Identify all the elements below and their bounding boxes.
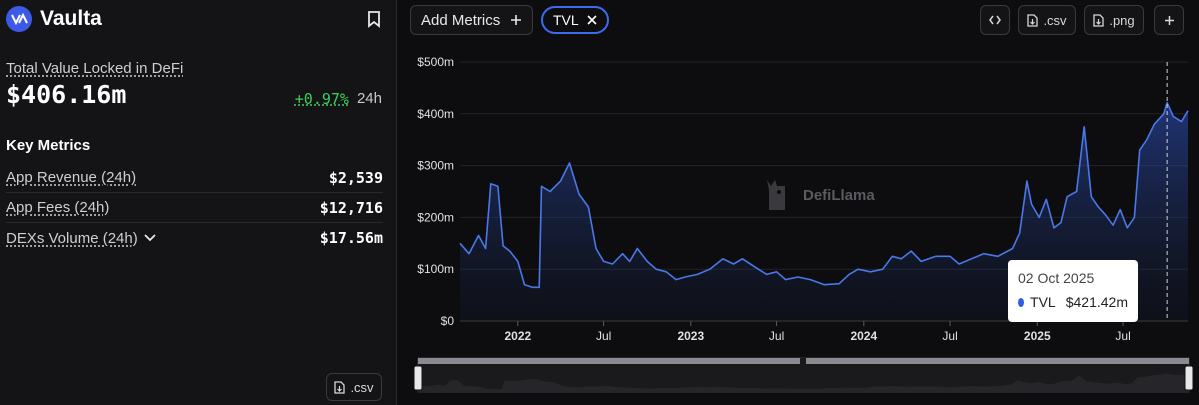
metric-label: App Revenue (24h)	[6, 169, 137, 186]
llama-logo-icon	[767, 180, 785, 210]
tvl-value: $406.16m	[6, 80, 127, 109]
bookmark-icon[interactable]	[366, 10, 382, 28]
tooltip-value: $421.42m	[1065, 294, 1128, 310]
range-grip-icon	[800, 358, 806, 364]
add-chart-button[interactable]	[1154, 5, 1184, 35]
watermark-text: DefiLlama	[803, 186, 875, 204]
file-download-icon	[1027, 13, 1039, 27]
close-icon[interactable]	[587, 15, 597, 25]
brand-name: Vaulta	[40, 7, 102, 30]
chart-tooltip: 02 Oct 2025 TVL $421.42m	[1008, 260, 1138, 322]
code-icon	[989, 15, 1001, 25]
tooltip-series: TVL	[1030, 294, 1056, 310]
watermark: DefiLlama	[761, 176, 875, 214]
sidebar: Vaulta Total Value Locked in DeFi $406.1…	[0, 0, 397, 405]
embed-button[interactable]	[980, 5, 1010, 35]
tooltip-date: 02 Oct 2025	[1018, 270, 1095, 286]
brand[interactable]: Vaulta	[6, 6, 102, 32]
png-export-button[interactable]: .png	[1084, 5, 1144, 35]
metric-app-revenue[interactable]: App Revenue (24h) $2,539	[6, 163, 383, 193]
x-tick-label: Jul	[942, 329, 957, 343]
tvl-metric-chip[interactable]: TVL	[541, 6, 609, 34]
tvl-chart[interactable]: $0 $100m $200m $300m $400m $500m 2022 Jul 2023 Ju…	[398, 40, 1199, 405]
add-metrics-label: Add Metrics	[421, 11, 501, 29]
metric-value: $12,716	[319, 198, 383, 217]
y-tick-label: $300m	[417, 159, 454, 173]
csv-export-button[interactable]: .csv	[1018, 5, 1076, 35]
series-color-dot	[1018, 297, 1025, 307]
csv-download-button[interactable]: .csv	[326, 373, 382, 401]
tvl-change: +0.97% 24h	[295, 90, 382, 108]
key-metrics-title: Key Metrics	[6, 137, 91, 154]
x-tick-label: Jul	[1115, 329, 1130, 343]
metric-app-fees[interactable]: App Fees (24h) $12,716	[6, 193, 383, 223]
metric-label: App Fees (24h)	[6, 199, 110, 216]
range-handle[interactable]	[413, 365, 423, 391]
x-tick-label: 2024	[850, 329, 877, 343]
tvl-series-line	[459, 101, 1189, 289]
change-pct: +0.97%	[294, 90, 349, 108]
metric-label-wrap: DEXs Volume (24h)	[6, 230, 156, 247]
y-tick-label: $400m	[417, 107, 454, 121]
y-tick-label: $200m	[417, 210, 454, 224]
image-download-icon	[1093, 13, 1104, 27]
x-tick-label: Jul	[769, 329, 784, 343]
metric-dexs-volume[interactable]: DEXs Volume (24h) $17.56m	[6, 223, 383, 253]
csv-label: .csv	[350, 379, 374, 395]
y-tick-label: $500m	[417, 55, 454, 69]
plus-icon	[511, 15, 522, 25]
vaulta-logo-icon	[6, 6, 32, 32]
chevron-down-icon[interactable]	[144, 234, 156, 242]
chart-panel: Add Metrics TVL .csv .png $0 $100m $200m $3…	[398, 0, 1199, 405]
y-tick-label: $100m	[417, 262, 454, 276]
tvl-chip-label: TVL	[553, 12, 579, 28]
range-minimap	[418, 373, 1189, 392]
x-tick-label: 2022	[504, 329, 531, 343]
x-tick-label: 2025	[1024, 329, 1051, 343]
add-metrics-button[interactable]: Add Metrics	[410, 5, 534, 35]
x-tick-label: Jul	[596, 329, 611, 343]
metric-value: $2,539	[328, 168, 383, 187]
metric-label: DEXs Volume (24h)	[6, 229, 138, 247]
tvl-title: Total Value Locked in DeFi	[6, 60, 184, 77]
png-label: .png	[1109, 12, 1135, 28]
plus-icon	[1164, 15, 1174, 25]
change-period: 24h	[356, 90, 382, 107]
metric-value: $17.56m	[319, 229, 383, 247]
tvl-area	[460, 102, 1188, 321]
file-download-icon	[334, 380, 346, 394]
csv-label: .csv	[1043, 12, 1067, 28]
range-handle[interactable]	[1184, 365, 1194, 391]
y-tick-label: $0	[441, 314, 455, 328]
x-tick-label: 2023	[677, 329, 704, 343]
